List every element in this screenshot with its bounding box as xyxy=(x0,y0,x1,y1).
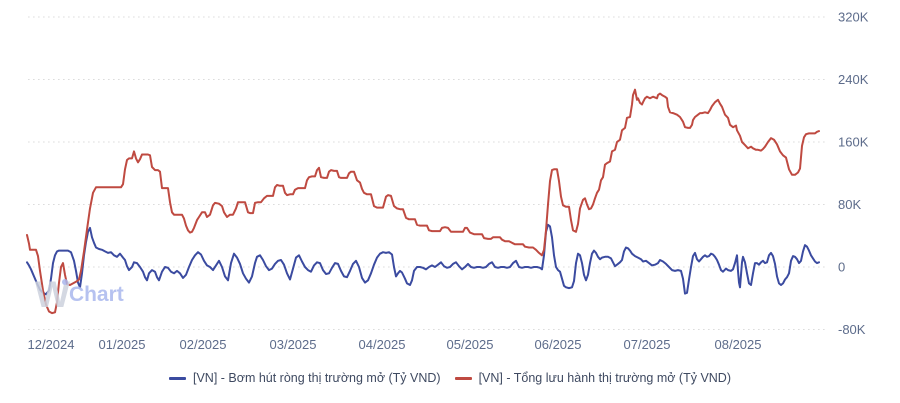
y-axis-tick-label: 320K xyxy=(838,10,869,25)
legend-item-total-omo[interactable]: [VN] - Tổng lưu hành thị trường mở (Tỷ V… xyxy=(454,371,731,385)
y-axis-tick-label: -80K xyxy=(838,322,866,337)
x-axis-tick-label: 12/2024 xyxy=(28,337,75,352)
x-axis-tick-label: 08/2025 xyxy=(715,337,762,352)
x-axis-tick-label: 02/2025 xyxy=(180,337,227,352)
legend-line-blue-icon xyxy=(168,376,186,380)
x-axis-tick-label: 06/2025 xyxy=(535,337,582,352)
x-axis-tick-label: 05/2025 xyxy=(447,337,494,352)
y-axis-tick-label: 80K xyxy=(838,197,861,212)
legend-line-red-icon xyxy=(454,376,472,380)
y-axis-tick-label: 0 xyxy=(838,260,845,275)
x-axis-tick-label: 07/2025 xyxy=(624,337,671,352)
legend-label-total-omo: [VN] - Tổng lưu hành thị trường mở (Tỷ V… xyxy=(478,371,731,385)
legend-item-net-omo[interactable]: [VN] - Bơm hút ròng thị trường mở (Tỷ VN… xyxy=(168,371,441,385)
legend-label-net-omo: [VN] - Bơm hút ròng thị trường mở (Tỷ VN… xyxy=(192,371,441,385)
series-line-total-omo xyxy=(26,88,820,315)
y-axis-tick-label: 240K xyxy=(838,72,869,87)
series-line-net-omo xyxy=(26,223,820,296)
chart-legend: [VN] - Bơm hút ròng thị trường mở (Tỷ VN… xyxy=(0,371,900,385)
x-axis-tick-label: 04/2025 xyxy=(359,337,406,352)
x-axis-tick-label: 03/2025 xyxy=(270,337,317,352)
x-axis-tick-label: 01/2025 xyxy=(99,337,146,352)
y-axis-tick-label: 160K xyxy=(838,135,869,150)
